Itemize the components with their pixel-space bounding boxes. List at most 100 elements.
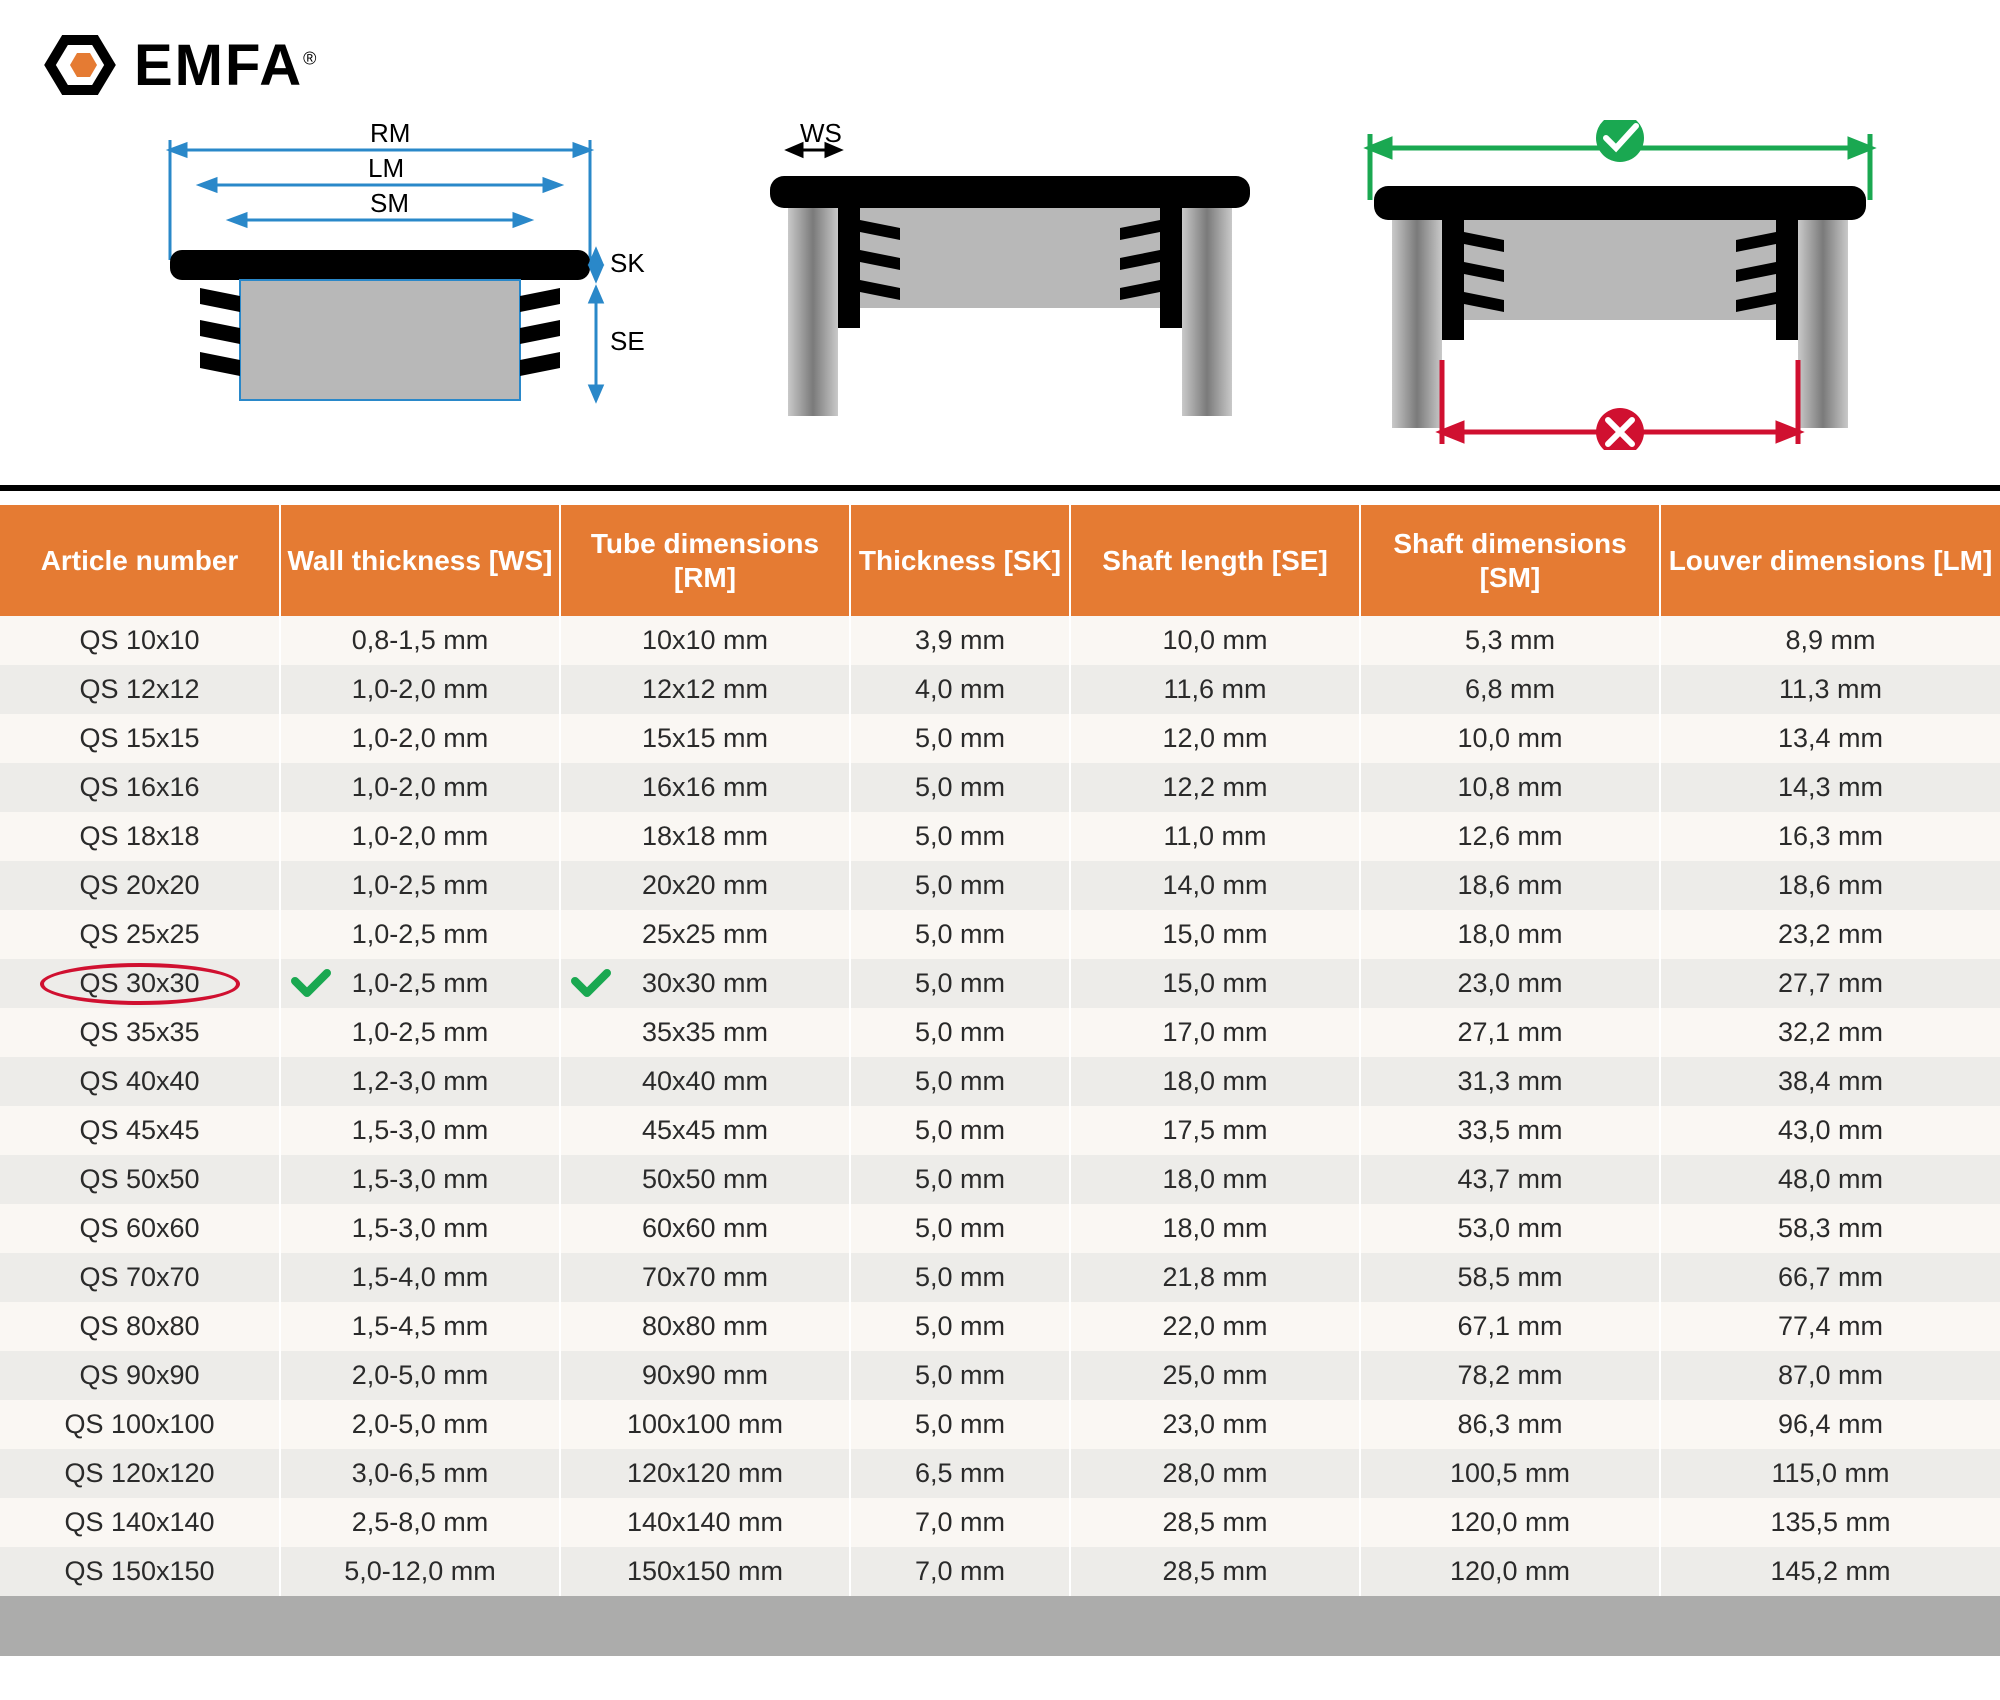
table-cell: 1,0-2,0 mm [280,812,560,861]
check-icon [571,969,611,999]
brand-name: EMFA® [134,32,318,99]
table-cell: 58,3 mm [1660,1204,2000,1253]
table-cell: 5,0 mm [850,959,1070,1008]
col-article: Article number [0,505,280,616]
table-cell: 1,5-3,0 mm [280,1106,560,1155]
table-cell: 135,5 mm [1660,1498,2000,1547]
table-cell: 53,0 mm [1360,1204,1660,1253]
table-cell: 28,5 mm [1070,1547,1360,1596]
table-cell: 40x40 mm [560,1057,850,1106]
table-row: QS 20x201,0-2,5 mm20x20 mm5,0 mm14,0 mm1… [0,861,2000,910]
table-cell: 1,5-4,5 mm [280,1302,560,1351]
table-row: QS 50x501,5-3,0 mm50x50 mm5,0 mm18,0 mm4… [0,1155,2000,1204]
table-row: QS 45x451,5-3,0 mm45x45 mm5,0 mm17,5 mm3… [0,1106,2000,1155]
table-cell: 150x150 mm [560,1547,850,1596]
table-row: QS 12x121,0-2,0 mm12x12 mm4,0 mm11,6 mm6… [0,665,2000,714]
table-cell: 1,5-3,0 mm [280,1204,560,1253]
table-cell: QS 35x35 [0,1008,280,1057]
table-cell: 96,4 mm [1660,1400,2000,1449]
table-cell: 120,0 mm [1360,1547,1660,1596]
col-sm: Shaft dimensions [SM] [1360,505,1660,616]
table-cell: QS 100x100 [0,1400,280,1449]
table-cell: 5,0 mm [850,1204,1070,1253]
table-cell: 11,3 mm [1660,665,2000,714]
col-sk: Thickness [SK] [850,505,1070,616]
table-cell: 43,0 mm [1660,1106,2000,1155]
table-cell: 8,9 mm [1660,616,2000,665]
table-cell: 27,7 mm [1660,959,2000,1008]
table-cell: 1,0-2,0 mm [280,714,560,763]
table-cell: 7,0 mm [850,1498,1070,1547]
table-cell: 10,0 mm [1070,616,1360,665]
table-row: QS 70x701,5-4,0 mm70x70 mm5,0 mm21,8 mm5… [0,1253,2000,1302]
table-row: QS 30x301,0-2,5 mm30x30 mm5,0 mm15,0 mm2… [0,959,2000,1008]
table-cell: QS 10x10 [0,616,280,665]
table-cell: 3,0-6,5 mm [280,1449,560,1498]
table-cell: 77,4 mm [1660,1302,2000,1351]
table-row: QS 100x1002,0-5,0 mm100x100 mm5,0 mm23,0… [0,1400,2000,1449]
table-cell: 1,0-2,0 mm [280,763,560,812]
table-cell: 1,0-2,5 mm [280,959,560,1008]
table-cell: QS 12x12 [0,665,280,714]
table-cell: 120,0 mm [1360,1498,1660,1547]
table-cell: 58,5 mm [1360,1253,1660,1302]
diagram-cross-section: WS [760,120,1260,455]
col-rm: Tube dimensions [RM] [560,505,850,616]
brand-icon [40,30,120,100]
table-cell: 31,3 mm [1360,1057,1660,1106]
table-cell: 18,0 mm [1070,1155,1360,1204]
table-cell: QS 50x50 [0,1155,280,1204]
table-cell: 11,0 mm [1070,812,1360,861]
table-cell: 5,0 mm [850,910,1070,959]
table-cell: 25x25 mm [560,910,850,959]
table-cell: 5,0 mm [850,1302,1070,1351]
table-cell: QS 40x40 [0,1057,280,1106]
table-cell: 78,2 mm [1360,1351,1660,1400]
table-cell: 5,0 mm [850,1351,1070,1400]
table-cell: 27,1 mm [1360,1008,1660,1057]
highlight-oval [40,963,240,1005]
table-cell: QS 15x15 [0,714,280,763]
label-rm: RM [370,120,410,148]
table-cell: 10x10 mm [560,616,850,665]
table-cell: 120x120 mm [560,1449,850,1498]
table-cell: 2,0-5,0 mm [280,1400,560,1449]
table-cell: QS 80x80 [0,1302,280,1351]
table-cell: 2,0-5,0 mm [280,1351,560,1400]
dimensions-table: Article number Wall thickness [WS] Tube … [0,505,2000,1596]
table-cell: QS 150x150 [0,1547,280,1596]
table-cell: 1,0-2,5 mm [280,1008,560,1057]
footer-bar [0,1596,2000,1656]
table-cell: 5,0 mm [850,1057,1070,1106]
table-cell: 18,6 mm [1360,861,1660,910]
table-cell: 6,8 mm [1360,665,1660,714]
table-row: QS 15x151,0-2,0 mm15x15 mm5,0 mm12,0 mm1… [0,714,2000,763]
table-cell: 15,0 mm [1070,959,1360,1008]
table-cell: 67,1 mm [1360,1302,1660,1351]
table-cell: 18,0 mm [1070,1204,1360,1253]
table-cell: 22,0 mm [1070,1302,1360,1351]
table-cell: 21,8 mm [1070,1253,1360,1302]
table-cell: 28,0 mm [1070,1449,1360,1498]
col-ws: Wall thickness [WS] [280,505,560,616]
table-cell: 5,0 mm [850,812,1070,861]
table-body: QS 10x100,8-1,5 mm10x10 mm3,9 mm10,0 mm5… [0,616,2000,1596]
table-cell: 100,5 mm [1360,1449,1660,1498]
table-cell: 10,8 mm [1360,763,1660,812]
table-cell: 13,4 mm [1660,714,2000,763]
table-cell: 17,0 mm [1070,1008,1360,1057]
table-cell: 23,2 mm [1660,910,2000,959]
table-cell: QS 90x90 [0,1351,280,1400]
table-cell: 20x20 mm [560,861,850,910]
table-cell: 5,3 mm [1360,616,1660,665]
table-cell: QS 120x120 [0,1449,280,1498]
table-row: QS 35x351,0-2,5 mm35x35 mm5,0 mm17,0 mm2… [0,1008,2000,1057]
table-cell: 90x90 mm [560,1351,850,1400]
table-cell: QS 16x16 [0,763,280,812]
table-cell: 5,0 mm [850,763,1070,812]
label-sm: SM [370,188,409,218]
table-cell: 100x100 mm [560,1400,850,1449]
table-cell: QS 30x30 [0,959,280,1008]
table-cell: 0,8-1,5 mm [280,616,560,665]
table-cell: QS 140x140 [0,1498,280,1547]
